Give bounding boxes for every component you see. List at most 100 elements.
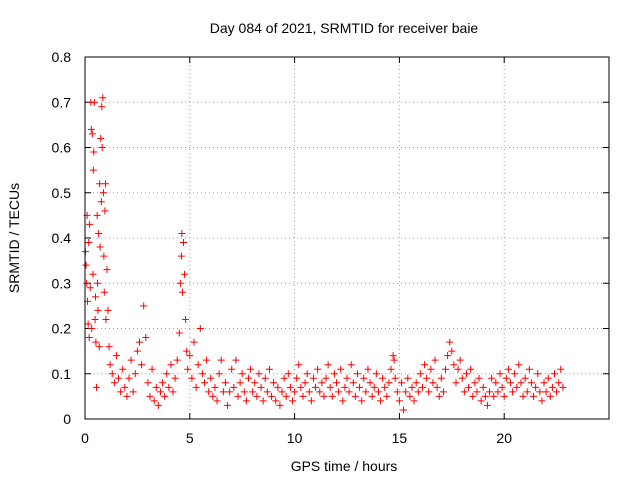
data-point [345, 388, 353, 396]
data-point [251, 379, 259, 387]
data-point [119, 365, 127, 373]
data-point [500, 392, 508, 400]
data-point [146, 392, 154, 400]
data-point [390, 356, 398, 364]
data-point [98, 144, 106, 151]
data-point [513, 383, 521, 391]
data-point [404, 374, 412, 382]
data-point [88, 130, 96, 138]
data-point [127, 356, 135, 364]
data-point [462, 370, 470, 378]
data-point [259, 397, 267, 405]
data-point [142, 334, 150, 342]
data-point [555, 379, 563, 387]
data-point [98, 103, 106, 111]
data-point [234, 392, 242, 400]
data-point [448, 347, 456, 355]
data-point [284, 370, 292, 378]
data-point [437, 374, 445, 382]
axis-ticks: 0 0.1 0.2 0.3 0.4 0.5 0.6 0.7 0.8 0 5 10 15 20 [52, 49, 609, 446]
data-point [370, 383, 378, 391]
data-point [86, 284, 94, 292]
data-point [400, 406, 408, 414]
data-point [261, 374, 269, 382]
y-tick-label: 0.4 [52, 230, 72, 246]
data-point [551, 370, 559, 378]
data-point [86, 220, 94, 228]
data-point [265, 365, 273, 373]
data-point [215, 370, 223, 378]
data-point [477, 397, 485, 405]
data-point [408, 383, 416, 391]
data-point [515, 361, 523, 369]
data-point [224, 401, 232, 409]
data-point [509, 388, 517, 396]
data-point [102, 315, 110, 323]
data-point [527, 379, 535, 387]
data-point [467, 365, 475, 373]
data-point [421, 361, 429, 369]
data-point [180, 239, 188, 247]
data-point [117, 388, 125, 396]
data-point [89, 270, 97, 278]
data-point [103, 266, 111, 274]
data-point [492, 379, 500, 387]
data-point [175, 329, 183, 337]
y-axis-label: SRMTID / TECUs [6, 183, 22, 293]
data-point [178, 229, 186, 237]
data-point [289, 397, 297, 405]
data-point [268, 392, 276, 400]
data-point [356, 383, 364, 391]
data-point [423, 374, 431, 382]
data-point [498, 383, 506, 391]
data-point [339, 397, 347, 405]
data-point [429, 379, 437, 387]
data-point [525, 365, 533, 373]
data-point [104, 306, 112, 314]
data-point [188, 374, 196, 382]
data-point [181, 270, 189, 278]
data-point [318, 379, 326, 387]
data-point [479, 383, 487, 391]
data-point [257, 383, 265, 391]
data-point [148, 365, 156, 373]
data-point [309, 374, 317, 382]
data-point [450, 361, 458, 369]
data-point [93, 383, 101, 391]
x-axis-label: GPS time / hours [291, 458, 398, 474]
data-point [219, 388, 227, 396]
x-tick-label: 10 [287, 430, 303, 446]
data-point [368, 392, 376, 400]
data-point [391, 374, 399, 382]
data-point [293, 374, 301, 382]
data-point [247, 365, 255, 373]
data-point [435, 392, 443, 400]
data-point [488, 374, 496, 382]
data-point [255, 370, 263, 378]
data-point [282, 392, 290, 400]
data-point [176, 279, 184, 287]
data-point [387, 365, 395, 373]
data-point [97, 134, 105, 142]
data-point [542, 388, 550, 396]
data-point [92, 338, 100, 346]
data-point [349, 379, 357, 387]
x-tick-label: 5 [186, 430, 194, 446]
data-point [240, 388, 248, 396]
data-point [135, 338, 143, 346]
data-point [456, 356, 464, 364]
data-point [486, 388, 494, 396]
data-point [351, 392, 359, 400]
data-point [194, 361, 202, 369]
data-point [183, 347, 191, 355]
x-tick-label: 0 [81, 430, 89, 446]
y-tick-label: 0 [63, 411, 71, 427]
data-point [295, 361, 303, 369]
data-point [460, 388, 468, 396]
data-point [207, 374, 215, 382]
data-point [90, 148, 98, 156]
data-point [454, 365, 462, 373]
data-points [81, 94, 567, 414]
data-point [95, 229, 103, 237]
data-point [490, 392, 498, 400]
